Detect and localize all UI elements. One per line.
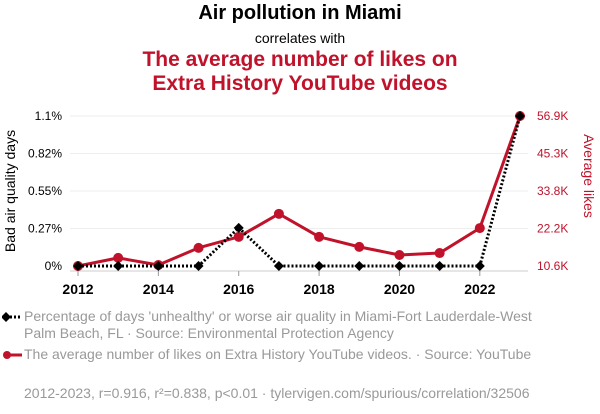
y-tick-label: 1.1%	[35, 109, 63, 123]
y-tick-label: 0.82%	[28, 147, 62, 161]
series-likes-point	[394, 249, 405, 260]
series-likes-point	[354, 241, 365, 252]
x-tick-label: 2022	[464, 281, 495, 297]
series-air-point	[515, 111, 525, 121]
y2-tick-label: 10.6K	[537, 259, 568, 273]
series-air-point	[153, 261, 164, 271]
series-likes-point	[233, 231, 244, 242]
series-likes-point	[434, 248, 445, 259]
series-air-point	[273, 261, 284, 271]
series-likes-point	[314, 231, 325, 242]
y2-axis-title: Average likes	[581, 134, 597, 218]
y-axis-title: Bad air quality days	[2, 130, 18, 252]
title2-line2: Extra History YouTube videos	[152, 72, 448, 95]
series-air-point	[354, 261, 365, 271]
legend-icon-black-dotted	[2, 312, 22, 322]
y2-tick-label: 45.3K	[537, 147, 568, 161]
chart-subtitle: correlates with	[254, 30, 346, 46]
y2-tick-label: 22.2K	[537, 222, 568, 236]
legend-item-series1: Percentage of days 'unhealthy' or worse …	[2, 308, 544, 342]
chart-plot: 0% 10.6K 0.27% 22.2K 0.55% 33.8K 0.82% 45.3K 1.1…	[2, 109, 597, 297]
chart-title: Air pollution in Miami	[198, 2, 402, 24]
y-tick-label: 0.27%	[28, 222, 62, 236]
legend-icon-red-line	[3, 351, 22, 359]
series-likes-point	[474, 223, 485, 234]
y2-tick-label: 56.9K	[537, 109, 568, 123]
series-air-line	[78, 115, 522, 268]
series-air-point	[474, 261, 485, 271]
footer-stats: 2012-2023, r=0.916, r²=0.838, p<0.01 · t…	[24, 385, 530, 401]
x-tick-label: 2016	[223, 281, 254, 297]
x-tick-label: 2012	[62, 281, 93, 297]
series-likes-point	[193, 242, 204, 253]
title2-line1: The average number of likes on	[142, 48, 458, 71]
series-likes-point	[113, 252, 124, 263]
series-likes-point	[273, 208, 284, 219]
legend-item-series2: The average number of likes on Extra His…	[3, 346, 544, 363]
chart-title-secondary: The average number of likes on Extra His…	[0, 48, 600, 96]
y2-tick-label: 33.8K	[537, 184, 568, 198]
series-likes-line	[77, 115, 522, 268]
series-air-point	[73, 261, 83, 271]
x-tick-label: 2014	[143, 281, 174, 297]
series-air-point	[394, 261, 405, 271]
x-tick-label: 2020	[384, 281, 415, 297]
series-air-point	[193, 261, 204, 271]
x-tick-label: 2018	[304, 281, 335, 297]
series-air-point	[233, 222, 244, 233]
y-tick-label: 0.55%	[28, 184, 62, 198]
series-air-point	[314, 261, 325, 271]
y-tick-label: 0%	[45, 259, 63, 273]
series-air-point	[113, 261, 124, 271]
series-air-point	[434, 261, 445, 271]
